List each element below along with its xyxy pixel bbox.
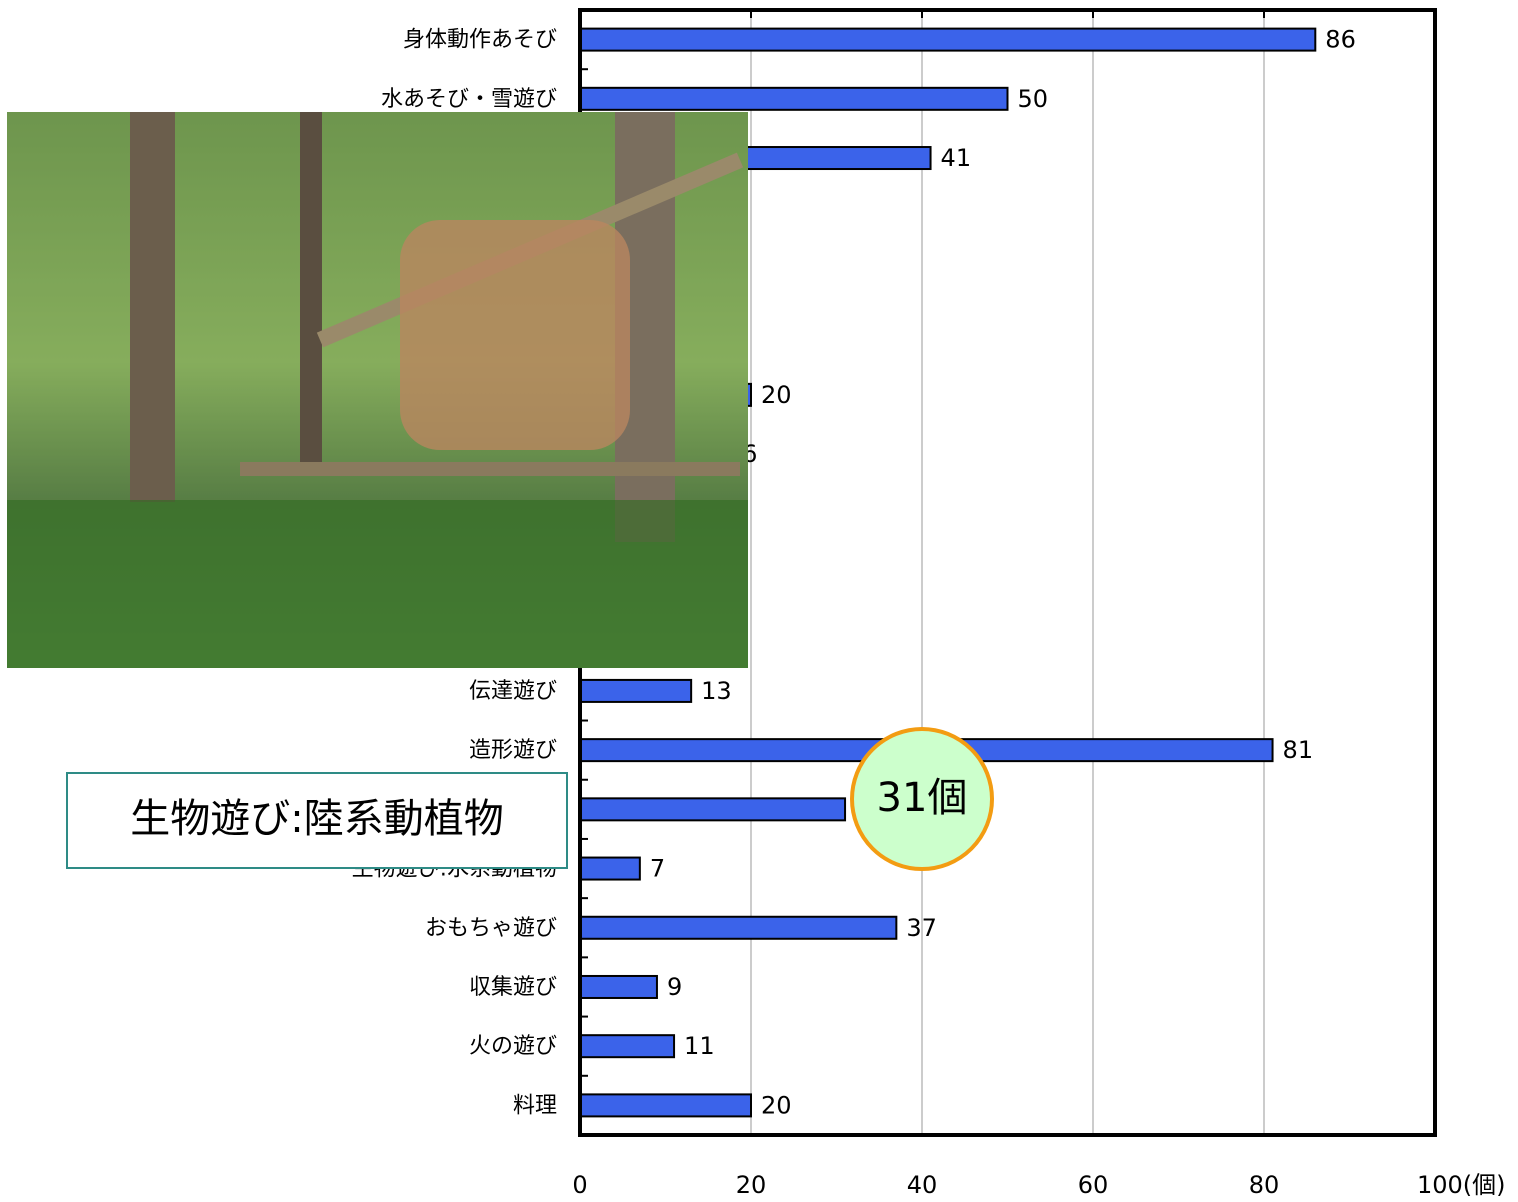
value-label: 7 — [650, 855, 665, 883]
bar — [579, 1093, 752, 1118]
bar — [579, 678, 693, 703]
bar — [579, 797, 847, 822]
bar — [579, 974, 658, 999]
x-tick-label: 40 — [907, 1171, 938, 1199]
bar — [579, 915, 898, 940]
photo-tree — [300, 112, 322, 472]
photo-children — [400, 220, 630, 450]
y-tick-label: 収集遊び — [469, 975, 557, 1000]
x-tick-label: 100(個) — [1417, 1171, 1506, 1199]
photo-tree — [130, 112, 175, 502]
y-tick-label: 料理 — [513, 1093, 557, 1118]
value-label: 41 — [941, 144, 972, 172]
value-label: 20 — [761, 381, 792, 409]
y-tick-label: 身体動作あそび — [403, 28, 557, 53]
bar — [579, 86, 1009, 111]
annotation-box — [66, 772, 568, 869]
annotation-text: 生物遊び:陸系動植物 — [130, 796, 503, 842]
photo-bushes — [7, 500, 748, 668]
value-label: 50 — [1018, 85, 1049, 113]
x-tick-label: 80 — [1249, 1171, 1280, 1199]
y-tick-label: 火の遊び — [469, 1034, 557, 1059]
photo-rail — [240, 462, 740, 476]
overlay: 生物遊び:陸系動植物 31個 — [7, 112, 994, 871]
value-label: 13 — [701, 677, 732, 705]
x-tick-label: 60 — [1078, 1171, 1109, 1199]
x-tick-label: 20 — [736, 1171, 767, 1199]
value-label: 81 — [1283, 736, 1314, 764]
annotation-text: 31個 — [877, 775, 968, 821]
value-label: 9 — [667, 973, 682, 1001]
annotation-circle — [850, 727, 994, 871]
y-tick-label: 水あそび・雪遊び — [381, 87, 557, 112]
x-tick-label: 0 — [572, 1171, 587, 1199]
bar — [579, 27, 1317, 52]
bar — [579, 856, 641, 881]
bar — [579, 1034, 676, 1059]
plot-area: 020406080100(個)身体動作あそび86水あそび・雪遊び50411520… — [352, 8, 1506, 1199]
y-tick-label: おもちゃ遊び — [425, 916, 557, 941]
value-label: 20 — [761, 1091, 792, 1119]
value-label: 11 — [684, 1032, 715, 1060]
y-tick-label: 伝達遊び — [469, 679, 557, 704]
value-label: 37 — [906, 914, 937, 942]
y-tick-label: 造形遊び — [469, 738, 557, 763]
value-label: 86 — [1325, 26, 1356, 54]
